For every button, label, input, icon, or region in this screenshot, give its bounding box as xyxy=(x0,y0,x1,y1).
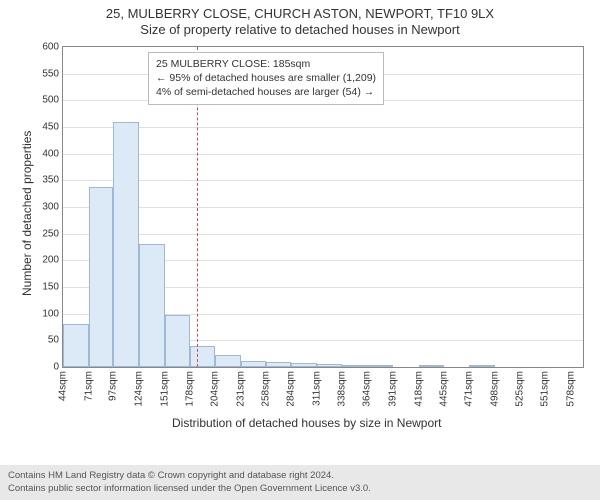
histogram-bar xyxy=(367,365,393,367)
x-tick-label: 578sqm xyxy=(565,371,576,407)
histogram-bar xyxy=(165,315,191,367)
histogram-bar xyxy=(215,355,241,367)
x-tick-label: 204sqm xyxy=(210,371,221,407)
gridline xyxy=(63,207,583,208)
x-tick-label: 471sqm xyxy=(463,371,474,407)
y-axis-label: Number of detached properties xyxy=(20,131,34,296)
histogram-bar xyxy=(63,324,89,367)
y-tick-label: 250 xyxy=(42,228,59,239)
x-tick-label: 151sqm xyxy=(159,371,170,407)
y-tick-label: 500 xyxy=(42,95,59,106)
footer-line-1: Contains HM Land Registry data © Crown c… xyxy=(8,470,592,482)
gridline xyxy=(63,127,583,128)
histogram-bar xyxy=(469,365,495,367)
x-tick-label: 178sqm xyxy=(185,371,196,407)
x-tick-label: 231sqm xyxy=(235,371,246,407)
histogram-bar xyxy=(291,363,317,367)
y-tick-label: 200 xyxy=(42,255,59,266)
footer-attribution: Contains HM Land Registry data © Crown c… xyxy=(0,465,600,500)
histogram-bar xyxy=(342,365,367,367)
chart-title-block: 25, MULBERRY CLOSE, CHURCH ASTON, NEWPOR… xyxy=(0,0,600,39)
y-tick-label: 600 xyxy=(42,42,59,53)
histogram-bar xyxy=(190,346,215,367)
y-tick-label: 350 xyxy=(42,175,59,186)
x-tick-label: 97sqm xyxy=(108,371,119,401)
x-tick-label: 284sqm xyxy=(286,371,297,407)
y-tick-label: 400 xyxy=(42,148,59,159)
footer-line-2: Contains public sector information licen… xyxy=(8,483,592,495)
x-tick-label: 551sqm xyxy=(539,371,550,407)
x-tick-label: 338sqm xyxy=(337,371,348,407)
histogram-bar xyxy=(139,244,165,367)
x-tick-label: 498sqm xyxy=(489,371,500,407)
legend-line-2: ← 95% of detached houses are smaller (1,… xyxy=(156,71,376,85)
gridline xyxy=(63,180,583,181)
x-tick-label: 364sqm xyxy=(362,371,373,407)
y-tick-label: 150 xyxy=(42,282,59,293)
histogram-bar xyxy=(241,361,267,367)
title-line-1: 25, MULBERRY CLOSE, CHURCH ASTON, NEWPOR… xyxy=(0,6,600,22)
histogram-bar xyxy=(89,187,114,367)
x-tick-label: 258sqm xyxy=(261,371,272,407)
legend-line-1: 25 MULBERRY CLOSE: 185sqm xyxy=(156,57,376,71)
histogram-bar xyxy=(113,122,139,367)
histogram-bar xyxy=(419,365,445,367)
y-tick-label: 100 xyxy=(42,308,59,319)
x-tick-label: 124sqm xyxy=(134,371,145,407)
y-tick-label: 550 xyxy=(42,68,59,79)
x-axis-label: Distribution of detached houses by size … xyxy=(172,416,441,430)
x-tick-label: 418sqm xyxy=(413,371,424,407)
legend-line-3: 4% of semi-detached houses are larger (5… xyxy=(156,85,376,99)
y-tick-label: 50 xyxy=(48,335,59,346)
chart-container: 05010015020025030035040045050055060044sq… xyxy=(0,40,600,445)
title-line-2: Size of property relative to detached ho… xyxy=(0,22,600,38)
gridline xyxy=(63,154,583,155)
y-tick-label: 300 xyxy=(42,202,59,213)
histogram-bar xyxy=(317,364,343,367)
histogram-bar xyxy=(266,362,291,367)
x-tick-label: 391sqm xyxy=(387,371,398,407)
y-tick-label: 450 xyxy=(42,122,59,133)
x-tick-label: 445sqm xyxy=(439,371,450,407)
legend-box: 25 MULBERRY CLOSE: 185sqm ← 95% of detac… xyxy=(148,52,384,105)
gridline xyxy=(63,234,583,235)
x-tick-label: 525sqm xyxy=(515,371,526,407)
x-tick-label: 311sqm xyxy=(311,371,322,406)
x-tick-label: 71sqm xyxy=(83,371,94,401)
x-tick-label: 44sqm xyxy=(58,371,69,401)
